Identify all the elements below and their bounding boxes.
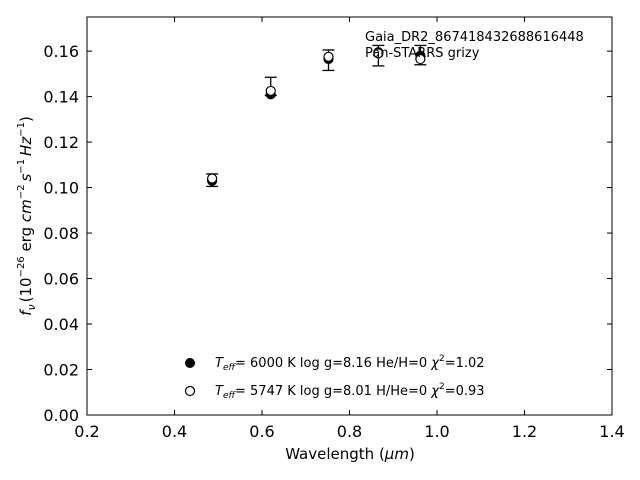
model-point-open: [323, 51, 334, 62]
legend-marker-open: [184, 385, 196, 397]
y-tick-label: 0.04: [43, 315, 79, 334]
y-tick-label: 0.16: [43, 42, 79, 61]
model-point-open: [207, 173, 218, 184]
x-tick-label: 1.2: [512, 422, 537, 441]
y-tick-label: 0.14: [43, 88, 79, 107]
y-axis-label: fν(10−26 erg cm−2s−1Hz−1): [16, 116, 38, 316]
model-point-open: [415, 53, 426, 65]
y-tick-label: 0.12: [43, 133, 79, 152]
model-point-open: [265, 85, 276, 97]
x-tick-label: 1.4: [599, 422, 624, 441]
annotation-survey: Pan-STARRS grizy: [365, 46, 480, 61]
y-tick-label: 0.00: [43, 406, 79, 425]
x-tick-label: 0.8: [337, 422, 362, 441]
legend-label-open: Teff= 5747 K log g=8.01 H/He=0 χ2=0.93: [215, 382, 485, 401]
data-layer: [206, 44, 427, 188]
y-tick-label: 0.10: [43, 179, 79, 198]
x-tick-label: 0.2: [74, 422, 99, 441]
tick-layer: 0.2 0.4 0.6 0.8 1.0 1.2 1.4 0.00 0.02 0.04 0.06 0.0…: [43, 17, 625, 441]
x-tick-label: 0.6: [249, 422, 274, 441]
y-tick-label: 0.08: [43, 224, 79, 243]
x-axis-label: Wavelength (μm): [285, 445, 415, 463]
legend: Teff= 6000 K log g=8.16 He/H=0 χ2=1.02 T…: [184, 354, 485, 401]
x-tick-label: 0.4: [162, 422, 187, 441]
model-point-open: [373, 48, 384, 59]
x-tick-label: 1.0: [424, 422, 449, 441]
legend-marker-filled: [185, 358, 195, 368]
y-tick-label: 0.02: [43, 361, 79, 380]
annotation-source-id: Gaia_DR2_867418432688616448: [365, 30, 584, 45]
y-tick-label: 0.06: [43, 270, 79, 289]
legend-label-filled: Teff= 6000 K log g=8.16 He/H=0 χ2=1.02: [215, 354, 485, 373]
